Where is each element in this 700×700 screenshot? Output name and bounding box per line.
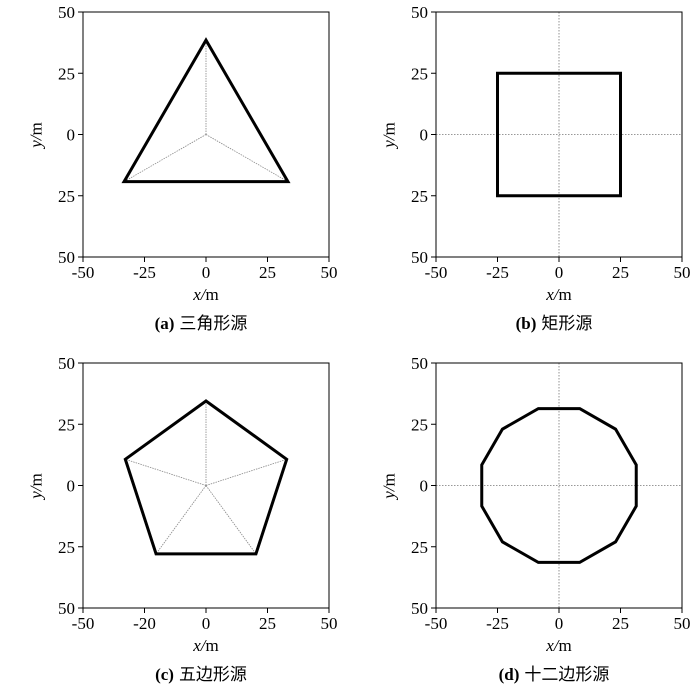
y-tick-label: 0 <box>67 477 76 496</box>
x-tick-label: 25 <box>612 263 629 282</box>
x-tick-label: -25 <box>486 614 509 633</box>
x-tick-label: -50 <box>72 614 95 633</box>
subplot-caption: (c) 五边形源 <box>155 665 247 684</box>
caption-text: 十二边形源 <box>524 665 609 684</box>
y-tick-label: 25 <box>411 187 428 206</box>
x-tick-label: -25 <box>133 263 156 282</box>
x-tick-label: -50 <box>72 263 95 282</box>
radial-guide-line <box>205 485 257 555</box>
radial-guide-line <box>205 458 287 486</box>
caption-label: (d) <box>499 665 520 684</box>
y-tick-label: 50 <box>58 354 75 373</box>
y-axis-label: y/m <box>26 121 46 148</box>
y-tick-label: 0 <box>67 126 76 145</box>
radial-guide-line <box>123 134 207 183</box>
y-tick-label: 50 <box>58 248 75 267</box>
y-axis-label: y/m <box>26 472 46 499</box>
x-tick-label: 0 <box>202 614 211 633</box>
x-tick-label: 0 <box>555 614 564 633</box>
source-polygon <box>480 407 638 564</box>
caption-label: (a) <box>155 314 175 333</box>
radial-guide-line <box>205 134 289 183</box>
y-tick-label: 25 <box>411 415 428 434</box>
x-tick-label: -25 <box>486 263 509 282</box>
y-tick-label: 0 <box>420 477 429 496</box>
source-polygon <box>123 399 289 556</box>
y-axis-label: y/m <box>379 121 399 148</box>
y-tick-label: 50 <box>58 599 75 618</box>
caption-text: 五边形源 <box>179 665 247 684</box>
subplot-c: -50 -20 0 25 50 50 25 0 25 50 (c) 五边形源 <box>58 354 338 684</box>
x-tick-label: 25 <box>612 614 629 633</box>
y-axis-label: y/m <box>379 472 399 499</box>
x-tick-label: 50 <box>321 263 338 282</box>
y-tick-label: 50 <box>411 3 428 22</box>
y-tick-label: 25 <box>411 64 428 83</box>
x-axis-label: x/m <box>193 285 219 304</box>
x-tick-label: -50 <box>425 614 448 633</box>
y-tick-label: 25 <box>58 415 75 434</box>
x-tick-label: -20 <box>133 614 156 633</box>
subplot-caption: (a) 三角形源 <box>155 314 248 333</box>
y-tick-label: 50 <box>411 599 428 618</box>
caption-label: (c) <box>155 665 174 684</box>
subplot-caption: (d) 十二边形源 <box>499 665 610 684</box>
y-tick-label: 0 <box>420 126 429 145</box>
x-axis-label: x/m <box>546 285 572 304</box>
x-tick-label: 0 <box>555 263 564 282</box>
source-polygon <box>496 71 622 198</box>
y-tick-label: 25 <box>411 538 428 557</box>
subplot-caption: (b) 矩形源 <box>516 314 593 333</box>
x-tick-label: 50 <box>321 614 338 633</box>
x-axis-label: x/m <box>546 636 572 655</box>
y-tick-label: 50 <box>411 354 428 373</box>
caption-text: 矩形源 <box>541 314 592 333</box>
radial-guide-line <box>155 485 207 555</box>
y-tick-label: 25 <box>58 187 75 206</box>
source-polygon <box>121 37 291 184</box>
y-tick-label: 25 <box>58 64 75 83</box>
y-tick-label: 25 <box>58 538 75 557</box>
subplot-b: -50 -25 0 25 50 50 25 0 25 50 (b) 矩形源 <box>411 3 691 333</box>
y-tick-label: 50 <box>411 248 428 267</box>
x-tick-label: 25 <box>259 614 276 633</box>
subplot-a: -50 -25 0 25 50 50 25 0 25 50 (a) 三角形源 <box>58 3 338 333</box>
radial-guide-line <box>125 458 207 486</box>
x-tick-label: -50 <box>425 263 448 282</box>
x-tick-label: 50 <box>674 263 691 282</box>
x-tick-label: 25 <box>259 263 276 282</box>
x-tick-label: 50 <box>674 614 691 633</box>
subplot-d: -50 -25 0 25 50 50 25 0 25 50 (d) 十二边形源 <box>411 354 691 684</box>
x-tick-label: 0 <box>202 263 211 282</box>
y-tick-label: 50 <box>58 3 75 22</box>
x-axis-label: x/m <box>193 636 219 655</box>
caption-text: 三角形源 <box>179 314 247 333</box>
caption-label: (b) <box>516 314 537 333</box>
